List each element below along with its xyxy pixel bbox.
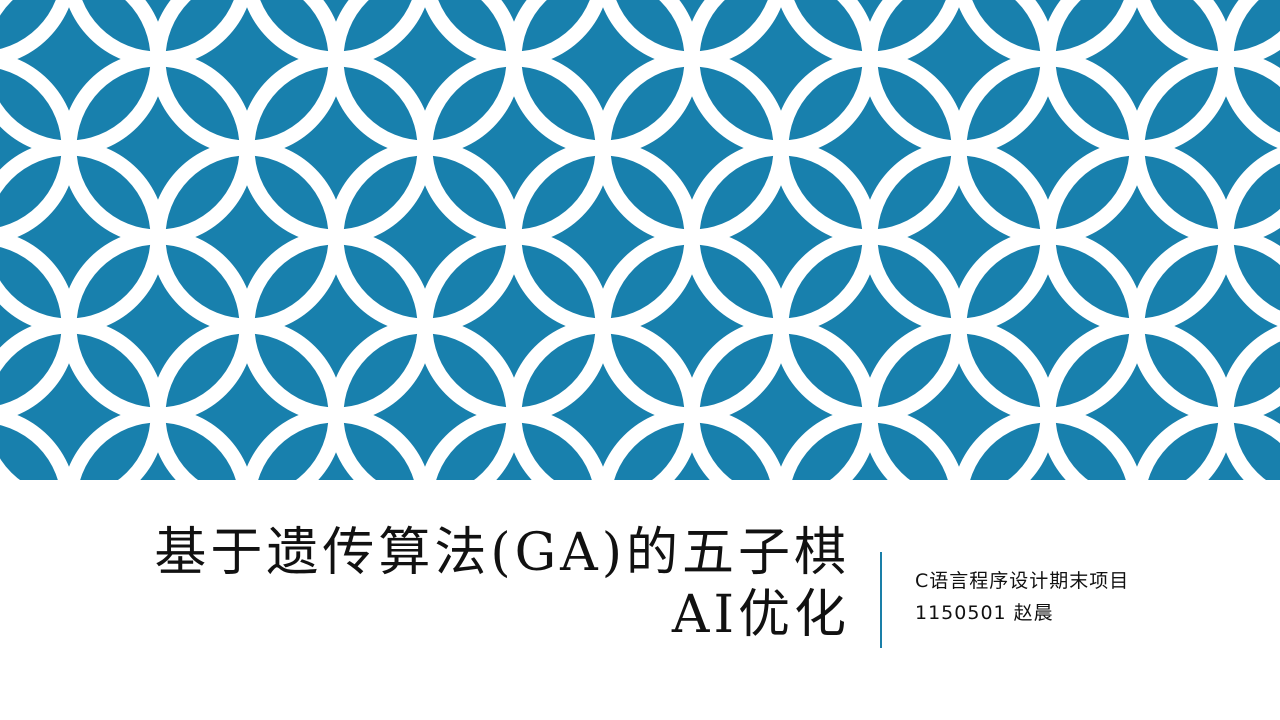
interlocking-circles-pattern xyxy=(0,0,1280,480)
title-line-2: AI优化 xyxy=(671,585,850,645)
subtitle-author: 1150501 赵晨 xyxy=(915,602,1054,624)
slide-subtitle: C语言程序设计期末项目 1150501 赵晨 xyxy=(915,565,1255,629)
pattern-fill xyxy=(0,0,1280,480)
decorative-pattern-band xyxy=(0,0,1280,480)
slide-title: 基于遗传算法(GA)的五子棋 AI优化 xyxy=(40,522,850,646)
subtitle-course: C语言程序设计期末项目 xyxy=(915,570,1130,592)
title-line-1: 基于遗传算法(GA)的五子棋 xyxy=(154,523,850,583)
vertical-divider xyxy=(880,552,882,648)
